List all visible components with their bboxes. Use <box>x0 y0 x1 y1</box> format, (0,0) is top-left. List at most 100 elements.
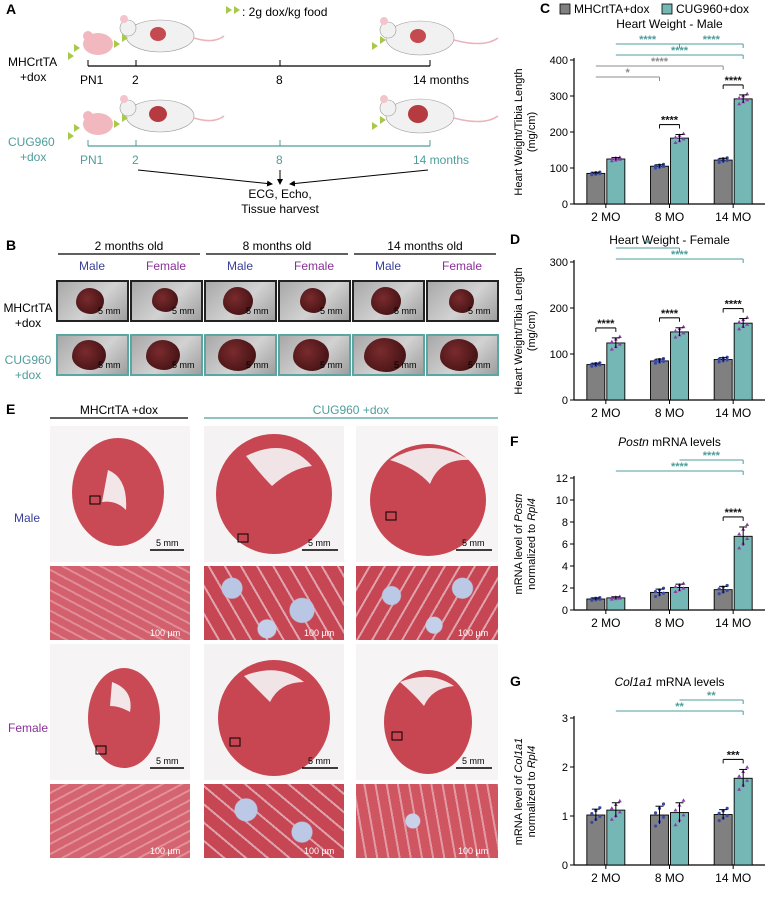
bar-ctrl-2 <box>713 359 733 401</box>
e-scale-large-3: 5 mm <box>462 538 485 548</box>
sig-label: * <box>646 238 651 250</box>
data-point <box>609 806 614 810</box>
x-tick-label: 2 MO <box>591 616 620 630</box>
b-age-2: 2 months old <box>95 239 164 253</box>
micro-cug-male-1 <box>204 566 344 640</box>
chart-c-svg: Heart Weight - Male Heart Weight/Tibia Le… <box>513 17 765 224</box>
data-point <box>673 335 678 339</box>
x-tick-label: 14 MO <box>715 616 751 630</box>
title-gene: Postn <box>618 435 649 449</box>
row2-name-line2: +dox <box>20 150 46 164</box>
b-scale-7: 5 mm <box>98 360 121 370</box>
sig-label: ** <box>675 701 684 713</box>
y-tick-label: 300 <box>550 91 568 103</box>
e-scale-large-4: 5 mm <box>156 756 179 766</box>
heart-photo-cug-8mo-male <box>204 334 277 376</box>
panel-a-svg: A : 2g dox/kg food MHCrtTA +dox <box>6 1 499 216</box>
chart-d-title: Heart Weight - Female <box>609 233 730 247</box>
b-scale-12: 5 mm <box>468 360 491 370</box>
data-point <box>737 531 742 536</box>
bar-cug-2 <box>733 98 753 205</box>
b-male-2: Male <box>227 259 253 273</box>
data-point <box>653 594 658 599</box>
data-point <box>609 156 614 161</box>
data-point <box>598 806 602 810</box>
data-point <box>673 328 678 333</box>
data-point <box>737 326 742 331</box>
data-point <box>673 140 678 145</box>
data-point <box>598 596 602 600</box>
sig-label: **** <box>703 450 721 462</box>
sig-label: **** <box>671 249 689 261</box>
y-axis-label-line2: (mg/cm) <box>526 112 538 152</box>
micro-cug-female-2 <box>356 784 498 858</box>
e-scale-large-1: 5 mm <box>156 538 179 548</box>
chart-c: Heart Weight - Male Heart Weight/Tibia Le… <box>510 16 773 228</box>
data-point <box>725 814 729 818</box>
micro-cug-male-2 <box>356 566 498 640</box>
y-axis-label-line1: Heart Weight/Tibia Length <box>513 267 525 394</box>
b-scale-1: 5 mm <box>98 306 121 316</box>
data-point <box>598 170 602 174</box>
panel-e-letter: E <box>6 401 15 417</box>
section-ctrl-male <box>72 438 164 546</box>
y-axis-label-line2-gene: Rpl4 <box>526 746 538 769</box>
title-gene: Col1a1 <box>614 675 652 689</box>
data-point <box>609 817 614 821</box>
data-point <box>681 330 686 335</box>
y-tick-label: 100 <box>550 163 568 175</box>
x-tick-label: 14 MO <box>715 871 751 885</box>
y-axis-label: Heart Weight/Tibia Length(mg/cm) <box>513 68 538 195</box>
sig-label: **** <box>639 34 657 46</box>
y-tick-label: 2 <box>562 762 568 774</box>
data-point <box>725 158 729 163</box>
data-point <box>609 595 614 600</box>
bar-ctrl-1 <box>650 360 669 401</box>
panel-b-svg: B 2 months old 8 months old 14 months ol… <box>3 237 496 382</box>
heart-photo-ctrl-8mo-female <box>278 280 351 322</box>
row2-tp-14: 14 months <box>413 153 469 167</box>
row2-tp-pn1: PN1 <box>80 153 104 167</box>
sig-label: **** <box>597 318 615 330</box>
data-point <box>737 95 742 100</box>
x-tick-label: 14 MO <box>715 210 751 224</box>
panel-a: A : 2g dox/kg food MHCrtTA +dox <box>0 0 520 230</box>
data-point <box>673 135 678 139</box>
data-point <box>653 589 658 594</box>
old-mouse-icon-2 <box>372 95 499 134</box>
panel-b: B 2 months old 8 months old 14 months ol… <box>0 236 520 396</box>
section-cug-female-1 <box>218 660 330 776</box>
section-ctrl-female <box>88 668 160 768</box>
y-tick-label: 12 <box>556 473 568 485</box>
y-tick-label: 300 <box>550 257 568 269</box>
data-point <box>661 802 666 806</box>
y-tick-label: 8 <box>562 517 568 529</box>
y-tick-label: 0 <box>562 605 568 617</box>
data-point <box>673 584 678 589</box>
data-point <box>661 815 666 819</box>
b-age-14: 14 months old <box>387 239 462 253</box>
chart-g: G Col1a1 mRNA levels mRNA level of Col1a1n… <box>510 660 773 896</box>
data-point <box>681 813 686 817</box>
b-row1-line1: MHCrtTA <box>3 301 52 315</box>
sig-label: ** <box>707 690 716 702</box>
y-tick-label: 3 <box>562 713 568 725</box>
b-female-3: Female <box>442 259 482 273</box>
b-scale-6: 5 mm <box>468 306 491 316</box>
data-point <box>717 587 721 591</box>
x-tick-label: 8 MO <box>655 871 684 885</box>
data-point <box>745 536 750 541</box>
data-point <box>717 592 721 596</box>
chart-d: D Heart Weight - Female Heart Weight/Tibia… <box>510 231 773 432</box>
bar-cug-2 <box>733 777 753 866</box>
b-female-2: Female <box>294 259 334 273</box>
dox-food-icon <box>226 6 240 14</box>
data-point <box>737 101 742 106</box>
data-point <box>745 765 750 769</box>
b-male-1: Male <box>79 259 105 273</box>
e-scale-small-4: 100 µm <box>150 846 181 856</box>
data-point <box>681 137 686 141</box>
y-axis-label-line1-gene: Postn <box>513 494 525 522</box>
e-scale-large-2: 5 mm <box>308 538 331 548</box>
arrow-2mo <box>137 169 273 187</box>
